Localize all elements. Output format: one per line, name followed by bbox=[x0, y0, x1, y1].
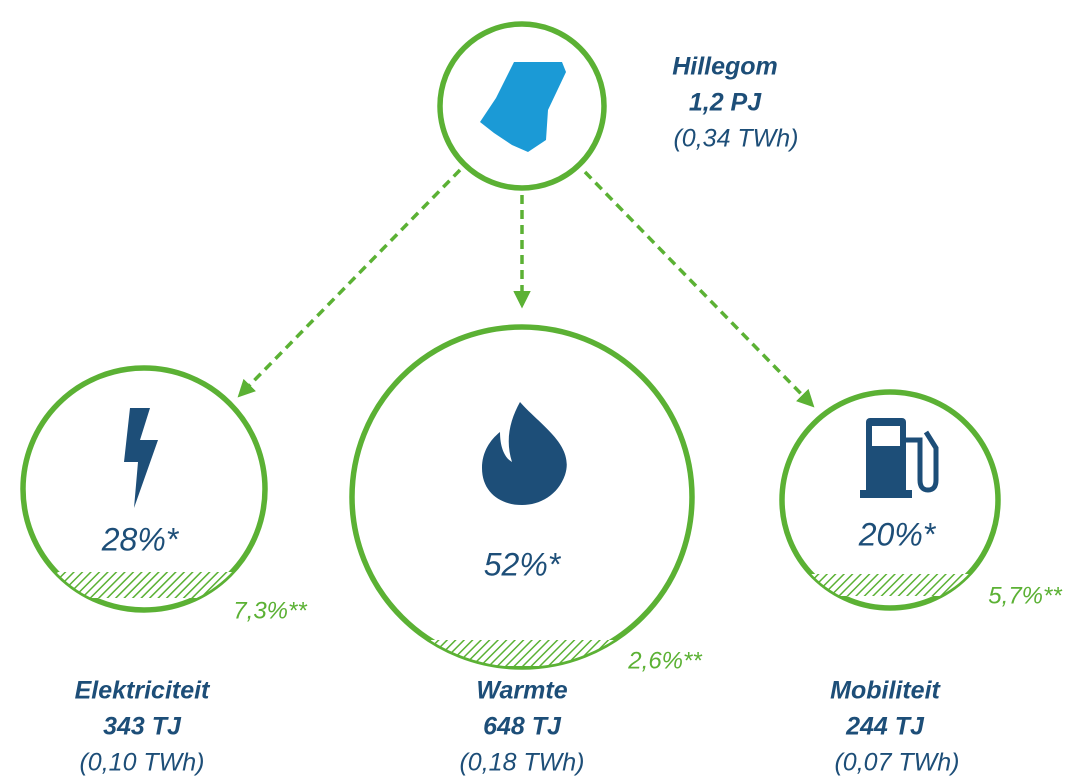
node-twh: (0,18 TWh) bbox=[459, 749, 584, 777]
lightning-icon bbox=[124, 408, 158, 508]
node-name: Elektriciteit bbox=[75, 677, 211, 705]
arrow bbox=[583, 170, 815, 408]
renewable: 2,6%** bbox=[627, 647, 702, 674]
node-twh: (0,10 TWh) bbox=[79, 749, 204, 777]
source-twh: (0,34 TWh) bbox=[673, 125, 798, 153]
node-twh: (0,07 TWh) bbox=[834, 749, 959, 777]
share: 52%* bbox=[484, 546, 562, 582]
source-name: Hillegom bbox=[672, 53, 778, 81]
arrow bbox=[237, 168, 462, 398]
renewable: 5,7%** bbox=[988, 582, 1062, 609]
node-circle bbox=[779, 389, 1001, 611]
share: 28%* bbox=[101, 521, 180, 557]
share: 20%* bbox=[858, 516, 937, 552]
node-energy: 648 TJ bbox=[483, 713, 562, 741]
map-icon bbox=[480, 62, 566, 152]
source-energy: 1,2 PJ bbox=[689, 89, 762, 117]
node-name: Warmte bbox=[476, 677, 567, 705]
renewable: 7,3%** bbox=[233, 597, 307, 624]
fuel-icon bbox=[860, 418, 939, 498]
node-energy: 244 TJ bbox=[845, 713, 925, 741]
node-name: Mobiliteit bbox=[830, 677, 941, 705]
hatch bbox=[782, 574, 998, 596]
node-energy: 343 TJ bbox=[103, 713, 182, 741]
flame-icon bbox=[482, 402, 567, 505]
node-circle bbox=[20, 365, 268, 613]
